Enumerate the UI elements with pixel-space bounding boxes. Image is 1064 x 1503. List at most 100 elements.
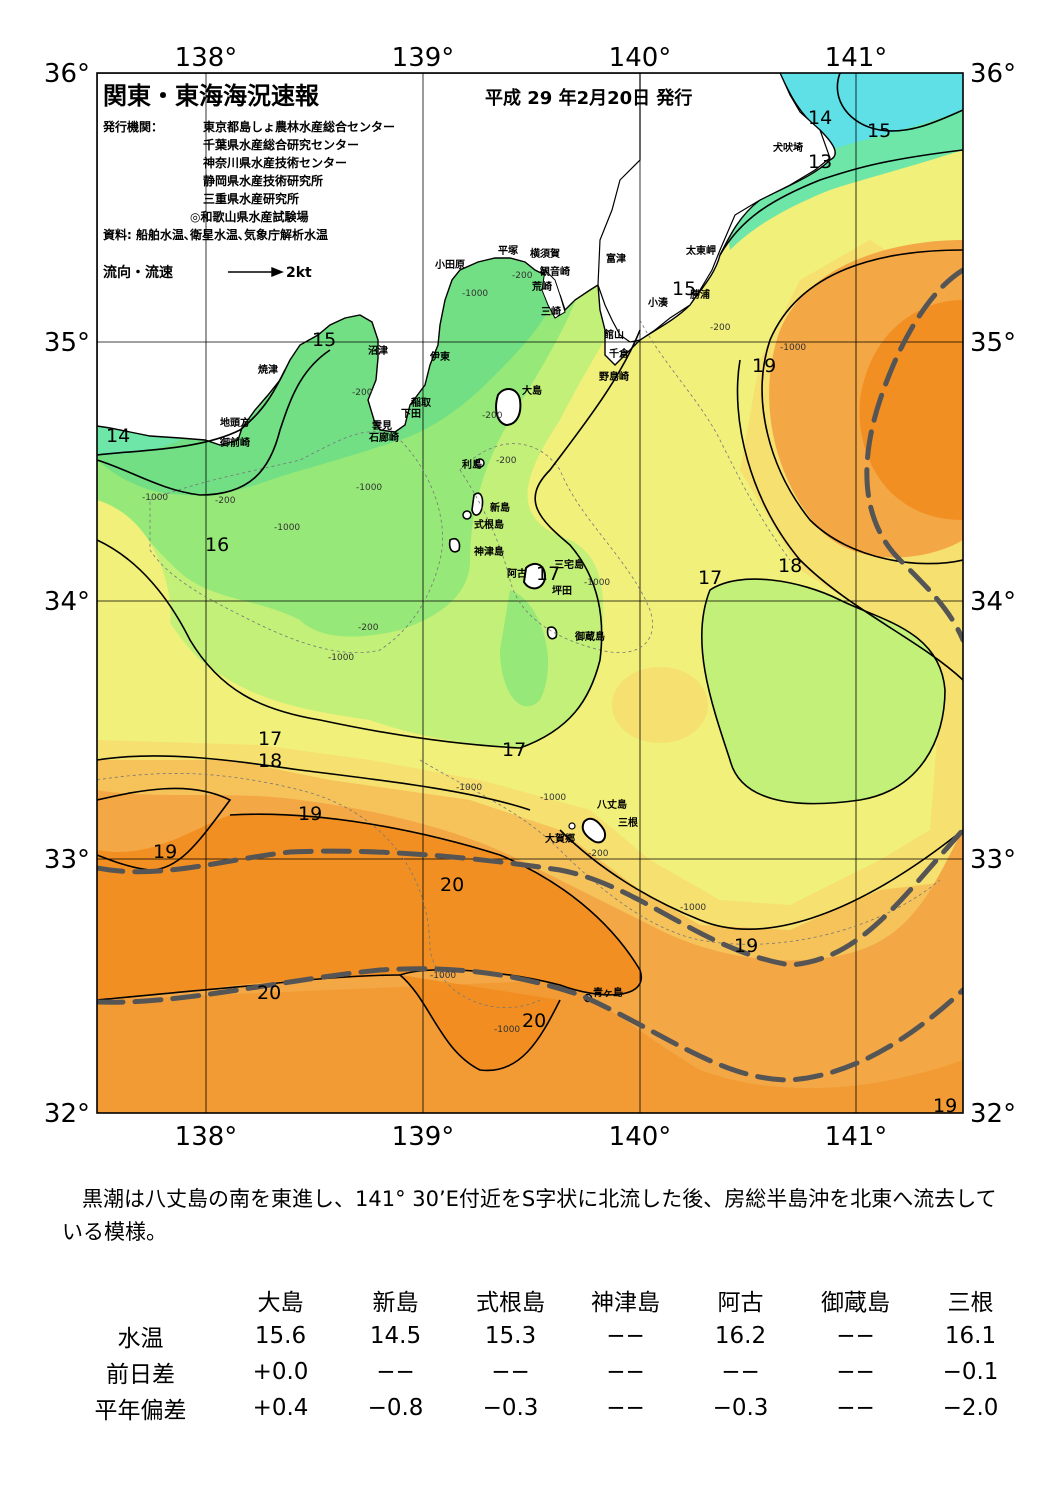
cell: 14.5 [369,1323,422,1349]
lon-label: 138° [175,43,238,73]
observation-table: 大島 新島 式根島 神津島 阿古 御蔵島 三根 水温 15.6 14.5 15.… [58,1282,1028,1426]
isotherm-label: 15 [312,329,336,351]
lon-label: 139° [392,43,455,73]
row-label: 前日差 [106,1362,175,1388]
place-mitsune: 三根 [618,816,638,829]
place-ako: 阿古 [507,567,527,580]
isotherm-label: 16 [205,534,229,556]
isotherm-19-east [761,249,963,565]
lat-label: 32° [970,1099,1016,1129]
place-toshima: 利島 [462,458,482,471]
lon-label: 140° [609,1122,672,1152]
place-nojimazaki: 野島崎 [599,370,629,383]
station-header: 三根 [947,1290,994,1316]
issuer: 三重県水産研究所 [203,191,299,206]
map-title: 関東・東海海況速報 [103,82,320,110]
isotherm-label: 19 [298,803,322,825]
kuroshio-axis-north [97,827,963,968]
depth-label: -200 [352,388,373,398]
table-row: 前日差 +0.0 −− −− −− −− −− −0.1 [58,1354,1028,1390]
island-hachijo-kojima [568,822,576,830]
place-misaki: 三崎 [541,305,561,318]
isotherm-label: 15 [867,120,891,142]
place-irozaki: 石廊崎 [368,431,399,444]
place-aogashima: 青ヶ島 [593,986,623,999]
sea-temperature-map: 138° 139° 140° 141° 138° 139° 140° 141° … [44,43,1016,1152]
place-inatori: 稲取 [411,396,432,409]
depth-label: -1000 [328,653,354,663]
table-corner [58,1282,223,1318]
isotherm-19-center [559,829,963,930]
table-header-row: 大島 新島 式根島 神津島 阿古 御蔵島 三根 [58,1282,1028,1318]
place-oshima: 大島 [522,384,542,397]
cell: −− [836,1359,875,1385]
island-hachijojima [581,817,606,844]
depth-label: -200 [496,456,517,466]
isotherm-label: 19 [933,1095,957,1117]
issuer-list: 東京都島しょ農林水産総合センター 千葉県水産総合研究センター 神奈川県水産技術セ… [190,119,395,224]
temp-zone-18-west [97,500,171,720]
island-miyakejima [522,562,547,590]
cell: −0.3 [482,1395,539,1421]
place-futtsu: 富津 [606,252,626,265]
isotherm-label: 19 [734,935,758,957]
place-taitozaki: 太東岬 [685,244,716,257]
place-chikura: 千倉 [609,347,630,360]
isotherm-label: 20 [257,982,281,1004]
place-numazu: 沼津 [368,344,388,357]
table-row: 水温 15.6 14.5 15.3 −− 16.2 −− 16.1 [58,1318,1028,1354]
station-header: 新島 [372,1290,419,1316]
place-omaezaki: 御前崎 [219,436,250,449]
island-kozushima [448,537,461,553]
station-header: 阿古 [717,1290,764,1316]
place-tateyama: 館山 [603,328,624,341]
kuroshio-axis-south [97,966,963,1083]
cell: 16.2 [714,1323,767,1349]
current-legend-arrow [228,266,284,278]
isotherm-label: 13 [808,151,832,173]
isotherm-20-north [229,813,643,1072]
cell: −0.1 [942,1359,999,1385]
island-niijima [471,492,484,516]
isotherm-label: 17 [258,728,282,750]
lat-label: 34° [970,587,1016,617]
station-header: 神津島 [591,1290,660,1316]
cell: −− [606,1395,645,1421]
station-header: 御蔵島 [821,1290,890,1316]
depth-label: -1000 [584,578,610,588]
lat-label: 35° [970,328,1016,358]
depth-label: -1000 [680,903,706,913]
cell: +0.4 [252,1395,309,1421]
cell: +0.0 [252,1359,309,1385]
isotherm-19-west [97,787,232,871]
issuers-label: 発行機関： [102,119,163,134]
depth-label: -1000 [540,793,566,803]
issuer: ◎和歌山県水産試験場 [190,209,308,224]
cell: −0.8 [367,1395,424,1421]
island-toshima [475,458,485,468]
isotherm-18-west [97,755,531,811]
isotherm-labels: 14 15 13 15 15 14 19 16 17 18 17 17 18 1… [106,107,957,1117]
depth-label: -1000 [142,493,168,503]
isotherm-16 [97,329,641,749]
place-hachijojima: 八丈島 [596,798,627,811]
depth-label: -200 [215,496,236,506]
lon-label: 139° [392,1122,455,1152]
place-shimoda: 下田 [401,408,421,420]
map-frame [96,72,964,1114]
legend-current-label: 流向・流速 [103,264,173,281]
isotherm-label: 18 [258,750,282,772]
place-jitogata: 地頭方 [220,416,250,429]
place-miyakejima: 三宅島 [554,558,584,571]
place-yaizu: 焼津 [258,363,278,376]
cell: 16.1 [944,1323,997,1349]
place-okago: 大賀郷 [545,832,575,845]
station-header: 式根島 [476,1290,545,1316]
lat-label: 33° [970,845,1016,875]
row-label: 水温 [117,1326,164,1352]
place-katsuura: 勝浦 [690,288,710,301]
lon-label: 141° [825,1122,888,1152]
depth-label: -1000 [456,783,482,793]
isotherm-label: 20 [522,1010,546,1032]
place-arasaki: 荒崎 [531,280,552,293]
